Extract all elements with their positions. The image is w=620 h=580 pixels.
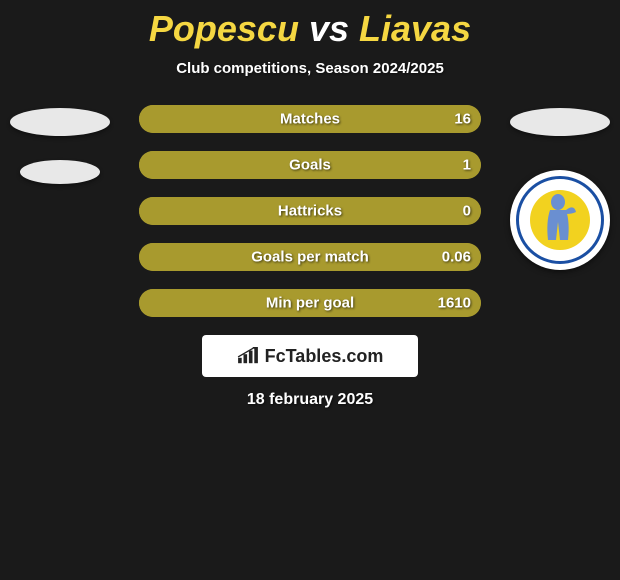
stat-label: Goals per match [251, 249, 369, 266]
vs-label: vs [309, 8, 349, 49]
stat-row: Hattricks 0 [139, 197, 481, 225]
stat-bars: Matches 16 Goals 1 Hattricks 0 Goals per match… [139, 105, 481, 317]
player1-name: Popescu [149, 8, 299, 49]
stat-label: Matches [280, 111, 340, 128]
date-label: 18 february 2025 [0, 391, 620, 409]
site-badge[interactable]: FcTables.com [202, 335, 418, 377]
bar-chart-icon [237, 347, 259, 365]
crest-figure-icon [538, 192, 578, 247]
stat-label: Goals [289, 157, 331, 174]
stat-row: Goals per match 0.06 [139, 243, 481, 271]
player1-flag-icon [10, 108, 110, 136]
player1-club-slot [10, 160, 110, 260]
stat-right-value: 1610 [438, 295, 471, 312]
stat-right-value: 1 [463, 157, 471, 174]
stat-right-value: 0.06 [442, 249, 471, 266]
player2-club-crest-icon [510, 170, 610, 270]
player2-flag-icon [510, 108, 610, 136]
player1-club-icon [20, 160, 100, 184]
player2-club-slot [510, 170, 610, 270]
stat-right-value: 0 [463, 203, 471, 220]
stat-row: Min per goal 1610 [139, 289, 481, 317]
site-badge-label: FcTables.com [265, 346, 384, 367]
comparison-card: Popescu vs Liavas Club competitions, Sea… [0, 0, 620, 409]
stat-right-value: 16 [454, 111, 471, 128]
stat-row: Goals 1 [139, 151, 481, 179]
stat-label: Min per goal [266, 295, 354, 312]
page-title: Popescu vs Liavas [0, 8, 620, 50]
stat-row: Matches 16 [139, 105, 481, 133]
stat-label: Hattricks [278, 203, 342, 220]
subtitle: Club competitions, Season 2024/2025 [0, 60, 620, 77]
player2-name: Liavas [359, 8, 471, 49]
